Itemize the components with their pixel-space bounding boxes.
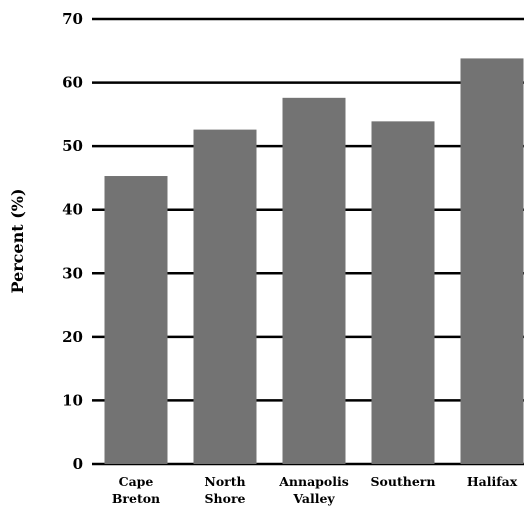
x-tick-label: Halifax xyxy=(467,474,518,489)
x-tick-label: North xyxy=(204,474,245,489)
y-tick-label: 20 xyxy=(62,328,83,346)
y-tick-label: 50 xyxy=(62,137,83,155)
bar xyxy=(460,58,524,465)
bar xyxy=(193,129,257,464)
y-tick-labels: 0 10 20 30 40 50 60 70 xyxy=(62,10,83,473)
y-tick-label: 40 xyxy=(62,201,83,219)
y-tick-label: 60 xyxy=(62,74,83,92)
y-tick-label: 30 xyxy=(62,264,83,282)
y-tick-label: 0 xyxy=(73,455,83,473)
x-tick-label: Cape xyxy=(119,474,154,489)
bars xyxy=(104,58,524,465)
y-tick-label: 70 xyxy=(62,10,83,28)
y-tick-label: 10 xyxy=(62,391,83,409)
y-axis-title: Percent (%) xyxy=(8,188,27,293)
x-tick-label: Shore xyxy=(205,491,246,506)
x-tick-labels: Cape Breton North Shore Annapolis Valley South… xyxy=(112,474,518,506)
bar xyxy=(104,176,168,464)
x-tick-label: Breton xyxy=(112,491,160,506)
x-tick-label: Valley xyxy=(292,491,335,506)
bar xyxy=(371,121,435,464)
x-tick-label: Annapolis xyxy=(278,474,349,489)
x-tick-label: Southern xyxy=(371,474,436,489)
bar xyxy=(282,97,346,464)
